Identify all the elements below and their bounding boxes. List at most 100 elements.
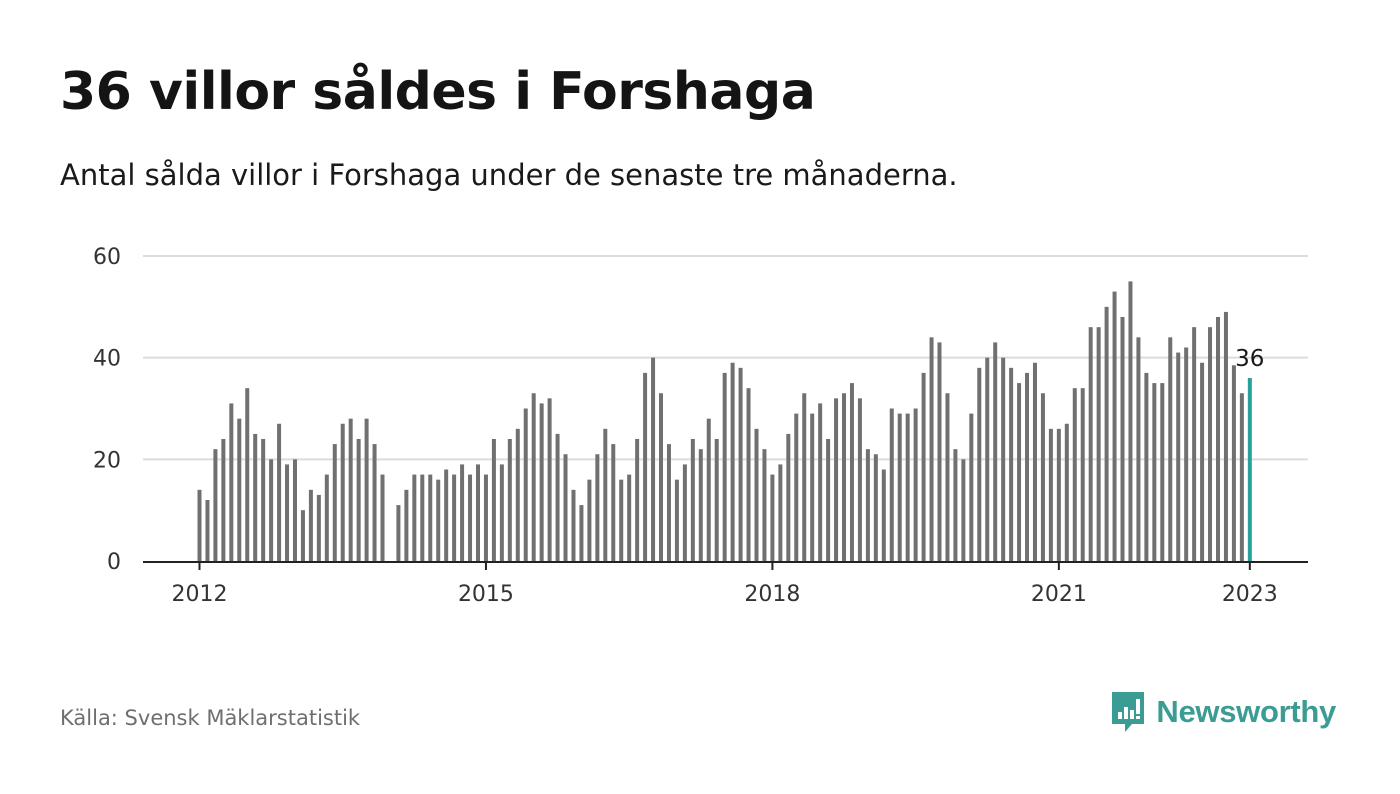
x-tick-label: 2012 [172,582,228,607]
bar [842,393,847,561]
bar [491,439,496,561]
bar [929,337,934,561]
bar [826,439,831,561]
bar [292,459,297,561]
bar [1072,388,1077,561]
bar [261,439,266,561]
bar [1096,327,1101,561]
bar [666,444,671,561]
bar [412,474,417,561]
bar [324,474,329,561]
newsworthy-logo-icon [1112,692,1145,732]
bar [356,439,361,561]
bar [834,398,839,561]
bar [1160,383,1165,561]
bar [1215,317,1220,561]
bar [468,474,473,561]
bar [810,413,815,561]
bar [849,383,854,561]
bar [595,454,600,561]
bar [619,479,624,561]
bar [913,408,918,561]
bar [690,439,695,561]
bar [1152,383,1157,561]
bar [1200,362,1205,561]
bar [205,500,210,561]
bar [237,418,242,561]
bar [1168,337,1173,561]
y-tick-label: 60 [93,245,121,270]
bar [404,489,409,561]
bar [889,408,894,561]
bar [1176,352,1181,561]
bar [937,342,942,561]
bar [873,454,878,561]
bar [1144,372,1149,561]
bar [722,372,727,561]
bar [905,413,910,561]
bar [539,403,544,561]
y-tick-label: 40 [93,347,121,372]
bar [563,454,568,561]
bar [651,357,656,561]
axes: 0 20 40 60 36 2012 2015 2018 2021 2023 [93,245,1308,607]
y-tick-label: 0 [107,550,121,575]
bar [555,433,560,561]
bar [213,449,218,561]
bar [770,474,775,561]
bar [794,413,799,561]
bar [643,372,648,561]
x-tick-label: 2015 [458,582,514,607]
bar [953,449,958,561]
bar [1239,393,1244,561]
bar [706,418,711,561]
bar [380,474,385,561]
bar [1040,393,1045,561]
bar [945,393,950,561]
bar [348,418,353,561]
bar [1001,357,1006,561]
brand-logo[interactable]: Newsworthy [1110,690,1336,734]
bar [316,494,321,561]
bar [229,403,234,561]
bar [746,388,751,561]
bar [1136,337,1141,561]
bar [460,464,465,561]
bar [436,479,441,561]
bar [1009,367,1014,561]
bar [444,469,449,561]
bar [865,449,870,561]
bar [452,474,457,561]
bar [515,428,520,561]
bar [571,489,576,561]
bar [1017,383,1022,561]
bar [674,479,679,561]
bar [1056,428,1061,561]
bar [531,393,536,561]
bar [483,474,488,561]
bar [961,459,966,561]
bar [682,464,687,561]
bar [221,439,226,561]
chart-subtitle: Antal sålda villor i Forshaga under de s… [60,158,958,192]
bar-latest [1247,378,1252,561]
x-tick-label: 2023 [1222,582,1278,607]
bar [1120,317,1125,561]
bar [1032,362,1037,561]
bar [635,439,640,561]
bar [1223,311,1228,561]
bar [340,423,345,561]
bar [977,367,982,561]
bar [587,479,592,561]
bar [253,433,258,561]
bar [1112,291,1117,561]
bar [1231,365,1236,561]
bar [1128,281,1133,561]
bar [1208,327,1213,561]
bar [507,439,512,561]
bar [1064,423,1069,561]
bar [523,408,528,561]
bar [372,444,377,561]
bar [197,489,202,561]
bar [921,372,926,561]
